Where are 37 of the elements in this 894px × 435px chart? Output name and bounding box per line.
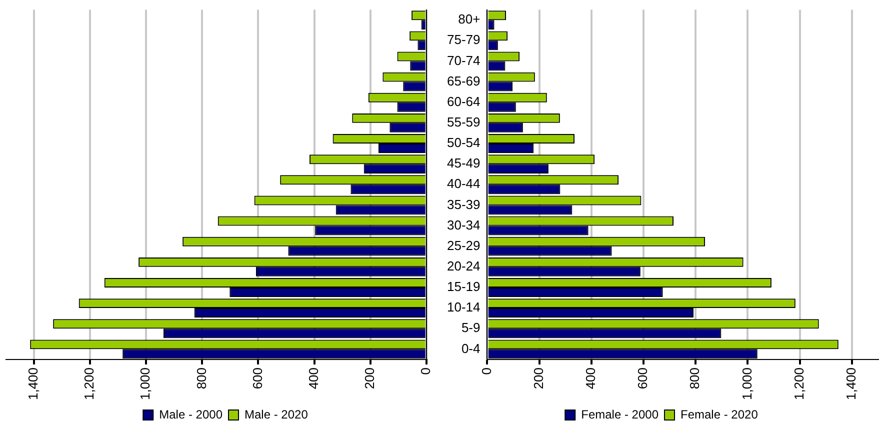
x-tick-label: 1,000 [138, 367, 153, 400]
x-tick-label: 600 [250, 367, 265, 390]
x-tick-label: 800 [194, 367, 209, 390]
x-tick-label: 1,400 [844, 367, 859, 400]
y-tick-label: 20-24 [447, 258, 480, 274]
x-tick-label: 1,200 [791, 367, 806, 400]
y-tick-label: 75-79 [447, 32, 480, 48]
x-tick-label: 800 [687, 367, 702, 390]
x-tick-label: 200 [530, 367, 546, 390]
x-tick-label: 400 [306, 367, 321, 390]
x-tick-label: 0 [418, 367, 433, 375]
y-tick-label: 50-54 [447, 135, 480, 150]
y-tick-label: 65-69 [447, 73, 480, 88]
legend-label: Male - 2020 [244, 407, 308, 422]
y-tick-label: 70-74 [447, 52, 480, 68]
x-tick-label: 1,400 [26, 367, 41, 400]
y-tick-label: 40-44 [447, 176, 480, 192]
y-tick-label: 80+ [458, 12, 480, 27]
x-tick-label: 600 [635, 367, 650, 390]
legend-label: Female - 2020 [680, 407, 758, 422]
y-tick-label: 60-64 [447, 94, 480, 109]
legend-label: Female - 2000 [581, 407, 659, 422]
x-tick-label: 0 [478, 367, 494, 375]
x-tick-label: 1,200 [82, 367, 97, 400]
x-tick-label: 400 [583, 367, 598, 390]
y-tick-label: 25-29 [447, 238, 480, 253]
y-tick-label: 55-59 [447, 114, 480, 130]
y-tick-label: 0-4 [461, 340, 480, 356]
x-tick-label: 200 [362, 367, 377, 390]
x-tick-label: 1,000 [739, 367, 754, 400]
y-tick-label: 10-14 [447, 300, 480, 315]
y-tick-label: 15-19 [447, 279, 480, 294]
legend-label: Male - 2000 [159, 407, 223, 422]
y-tick-label: 45-49 [447, 156, 480, 171]
y-tick-label: 35-39 [447, 196, 480, 212]
y-tick-label: 30-34 [447, 217, 480, 232]
y-tick-label: 5-9 [461, 320, 480, 336]
